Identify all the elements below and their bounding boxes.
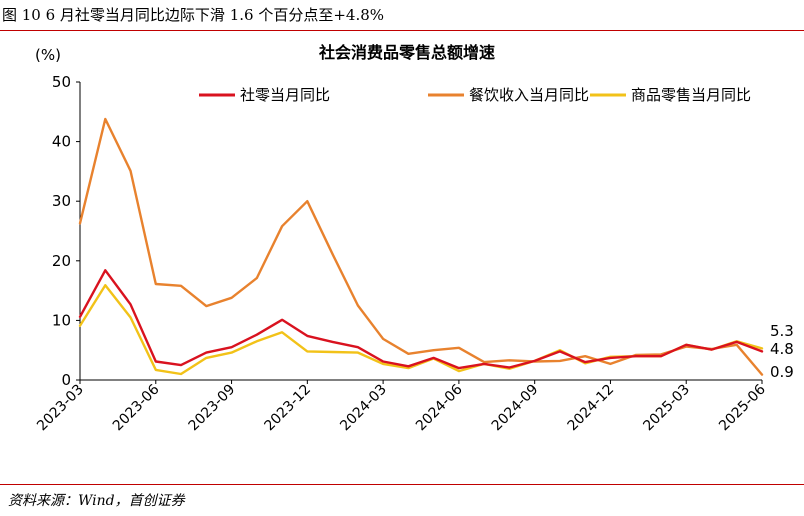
series-line-0 (78, 269, 764, 370)
y-tick-label: 50 (52, 73, 71, 91)
x-tick-label: 2023-09 (186, 382, 239, 435)
y-tick-label: 0 (61, 371, 71, 389)
x-tick-label: 2024-09 (489, 382, 542, 435)
end-value-label: 0.9 (770, 363, 794, 381)
y-tick-label: 40 (52, 133, 71, 151)
legend: 社零当月同比 餐饮收入当月同比 商品零售当月同比 (199, 86, 751, 104)
source-note: 资料来源：Wind，首创证券 (8, 493, 185, 509)
x-tick-label: 2025-06 (716, 381, 769, 434)
series-line-1 (78, 117, 764, 376)
x-tick-label: 2023-06 (110, 381, 163, 434)
x-tick-label: 2025-03 (640, 382, 693, 435)
chart-title: 社会消费品零售总额增速 (318, 43, 495, 62)
x-tick-label: 2024-12 (565, 382, 618, 435)
source-divider (0, 484, 804, 485)
end-labels: 5.34.8 0.9 (770, 322, 794, 381)
legend-label-1: 餐饮收入当月同比 (469, 86, 589, 104)
y-tick-label: 30 (52, 192, 71, 210)
series-layer (78, 117, 764, 376)
axes: 0 10 20 30 40 50 2023-03 2023-06 2023-09 2023-12 2… (34, 73, 769, 434)
y-unit-label: (%) (35, 46, 61, 64)
y-tick-label: 10 (52, 311, 71, 329)
end-value-label: 4.8 (770, 340, 794, 358)
x-tick-label: 2023-12 (261, 382, 314, 435)
caption-divider (0, 30, 804, 31)
x-tick-label: 2024-06 (413, 381, 466, 434)
legend-label-0: 社零当月同比 (240, 86, 330, 104)
figure-caption: 图 10 6 月社零当月同比边际下滑 1.6 个百分点至+4.8% (2, 6, 385, 24)
x-tick-label: 2023-03 (34, 382, 87, 435)
line-chart: 社会消费品零售总额增速 (%) 社零当月同比 餐饮收入当月同比 商品零售当月同比 0… (34, 43, 794, 434)
y-tick-label: 20 (52, 252, 71, 270)
end-value-label: 5.3 (770, 322, 794, 340)
series-line-2 (78, 283, 764, 376)
x-tick-label: 2024-03 (337, 382, 390, 435)
legend-label-2: 商品零售当月同比 (631, 86, 751, 104)
